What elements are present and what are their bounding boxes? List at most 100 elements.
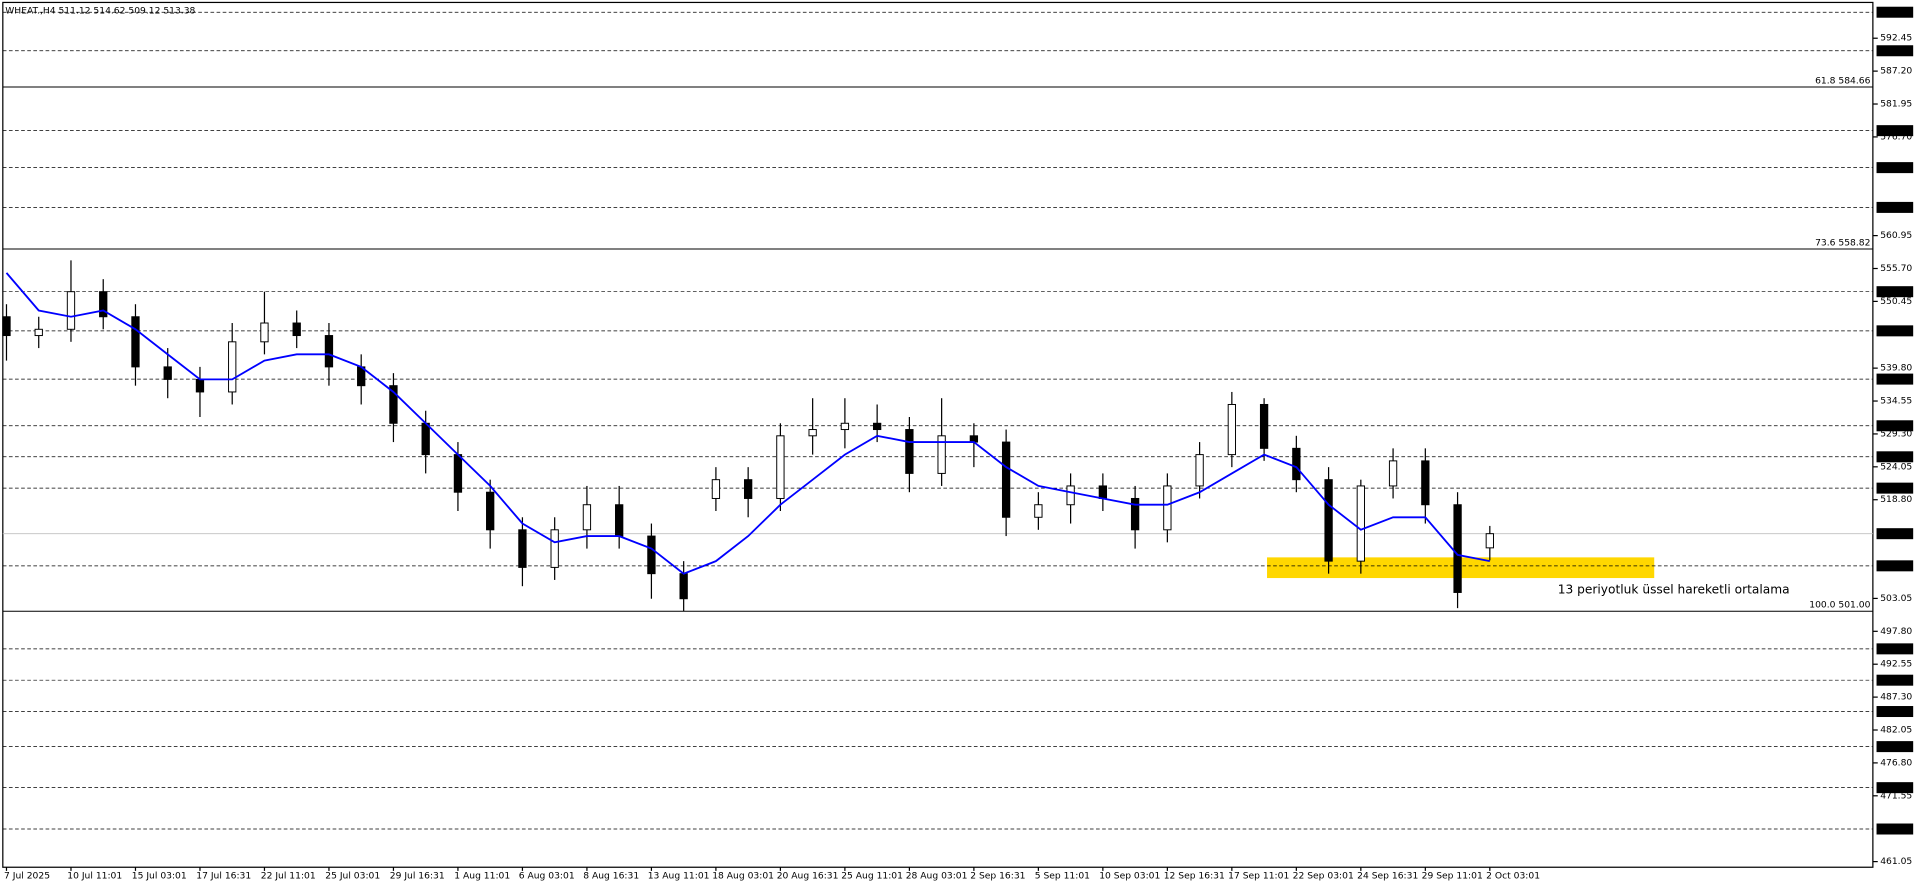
x-tick-label: 24 Sep 16:31 [1357, 870, 1418, 881]
x-tick-label: 17 Sep 11:01 [1228, 870, 1289, 881]
y-tick-label: 497.80 [1880, 626, 1912, 637]
x-tick-label: 22 Sep 03:01 [1293, 870, 1354, 881]
x-tick-label: 29 Sep 11:01 [1422, 870, 1483, 881]
y-tick-label: 461.05 [1880, 856, 1912, 867]
level-label-bg [1876, 162, 1914, 174]
level-label-bg [1876, 373, 1914, 385]
x-tick-label: 12 Sep 16:31 [1164, 870, 1225, 881]
candle-body [711, 479, 721, 499]
current-price-label: 513.38 [1879, 528, 1911, 539]
current-price-bg [1876, 528, 1914, 540]
level-label: 495.00 [1879, 643, 1911, 654]
level-label: 565.45 [1879, 202, 1911, 213]
x-tick-label: 17 Jul 16:31 [196, 870, 251, 881]
level-label: 485.00 [1879, 706, 1911, 717]
candle-body [195, 378, 205, 393]
candle-body [1453, 504, 1462, 593]
x-tick-label: 8 Aug 16:31 [583, 870, 639, 881]
level-label-bg [1876, 782, 1914, 794]
level-label: 552.00 [1879, 286, 1911, 297]
candle-body [486, 491, 495, 531]
level-label: 538.05 [1879, 374, 1911, 385]
y-tick-label: 550.45 [1880, 296, 1912, 307]
level-label-bg [1876, 560, 1914, 572]
x-tick-label: 5 Sep 11:01 [1035, 870, 1090, 881]
y-tick-label: 487.30 [1880, 692, 1912, 703]
fib-label: 61.8 584.66 [1815, 75, 1871, 86]
level-label-bg [1876, 823, 1914, 835]
y-tick-label: 482.05 [1880, 725, 1912, 736]
y-tick-label: 587.20 [1880, 66, 1912, 77]
candle-body [518, 529, 527, 568]
y-tick-label: 503.05 [1880, 593, 1912, 604]
y-tick-label: 529.30 [1880, 428, 1912, 439]
candle-body [1356, 485, 1365, 562]
x-tick-label: 1 Aug 11:01 [454, 870, 510, 881]
y-tick-label: 492.55 [1880, 659, 1912, 670]
y-tick-label: 524.05 [1880, 461, 1912, 472]
y-tick-label: 534.55 [1880, 396, 1912, 407]
candle-body [647, 535, 656, 575]
candle-body [1001, 441, 1011, 518]
level-label: 508.25 [1879, 560, 1911, 571]
level-label-bg [1876, 420, 1914, 432]
candle-body [937, 435, 946, 474]
level-label: 472.85 [1879, 782, 1911, 793]
chart-title: WHEAT.,H4 511.12 514.62 509.12 513.38 [5, 5, 195, 16]
candle-body [615, 504, 624, 537]
level-label-bg [1876, 6, 1914, 18]
candle-body [99, 291, 108, 318]
candle-body [840, 422, 850, 431]
level-label-bg [1876, 451, 1914, 463]
level-label: 520.65 [1879, 483, 1911, 494]
level-label-bg [1876, 643, 1914, 655]
candle-body [292, 322, 301, 337]
level-label: 596.60 [1879, 7, 1911, 18]
candle-body [905, 429, 914, 474]
level-label: 466.25 [1879, 824, 1911, 835]
x-tick-label: 2 Oct 03:01 [1486, 870, 1540, 881]
candle-body [324, 335, 334, 368]
candle-body [66, 291, 76, 330]
y-tick-label: 518.80 [1880, 494, 1912, 505]
y-tick-label: 471.55 [1880, 790, 1912, 801]
candle-body [1421, 460, 1430, 506]
candle-body [421, 422, 430, 456]
x-tick-label: 13 Aug 11:01 [648, 870, 710, 881]
candle-body [163, 366, 172, 380]
candle-body [1388, 460, 1398, 487]
level-label-bg [1876, 286, 1914, 298]
candle-body [1195, 454, 1204, 487]
level-label: 545.75 [1879, 325, 1911, 336]
candle-body [1163, 485, 1172, 531]
x-tick-label: 2 Sep 16:31 [970, 870, 1025, 881]
annotation: 13 periyotluk üssel hareketli ortalama [1558, 582, 1790, 596]
candle-body [1098, 485, 1108, 499]
candle-body [389, 385, 398, 424]
candle-body [872, 422, 882, 431]
candle-body [2, 316, 11, 337]
level-label-bg [1876, 741, 1914, 753]
y-tick-label: 592.45 [1880, 33, 1912, 44]
x-tick-label: 20 Aug 16:31 [777, 870, 839, 881]
level-label: 577.70 [1879, 125, 1911, 136]
x-tick-label: 10 Jul 11:01 [67, 870, 122, 881]
y-tick-label: 476.80 [1880, 757, 1912, 768]
fib-label: 100.0 501.00 [1809, 600, 1870, 611]
level-label-bg [1876, 706, 1914, 718]
y-tick-label: 539.80 [1880, 363, 1912, 374]
level-label: 525.65 [1879, 451, 1911, 462]
candle-body [808, 429, 817, 437]
level-label: 590.45 [1879, 45, 1911, 56]
candle-body [1485, 533, 1494, 549]
x-tick-label: 28 Aug 03:01 [906, 870, 968, 881]
candle-body [582, 504, 592, 531]
level-label-bg [1876, 325, 1914, 337]
level-label-bg [1876, 45, 1914, 57]
x-tick-label: 7 Jul 2025 [4, 870, 50, 881]
level-label-bg [1876, 674, 1914, 686]
candle-body [1130, 497, 1140, 531]
candle-body [679, 573, 688, 600]
ema-line [5, 272, 1490, 575]
